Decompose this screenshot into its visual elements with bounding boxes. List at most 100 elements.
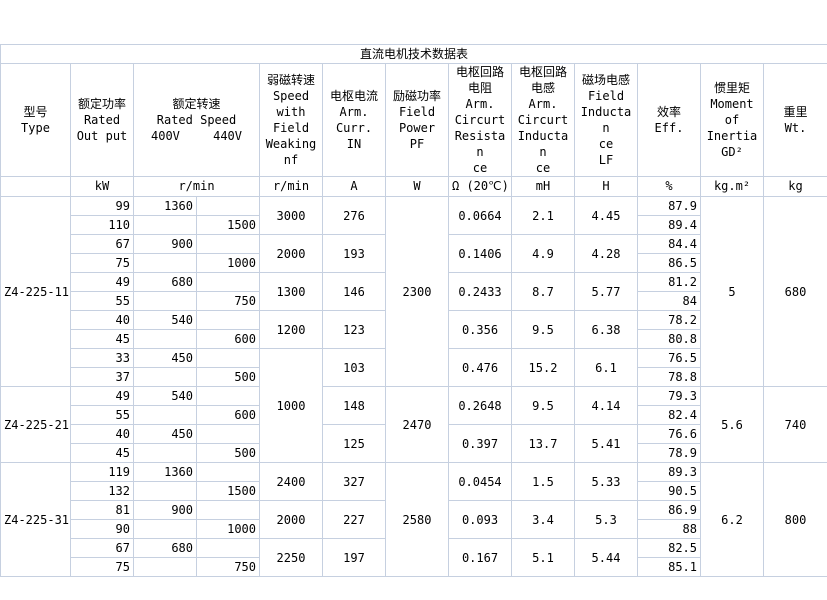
cell-speed-440 — [196, 424, 260, 444]
cell-speed-400: 450 — [133, 348, 197, 368]
table-row: 110 1500 89.4 — [1, 215, 827, 235]
cell-output: 33 — [70, 348, 134, 368]
cell-speed-400: 900 — [133, 234, 197, 254]
header-rated-speed: 额定转速 Rated Speed 400V 440V — [133, 63, 260, 177]
header-line: Arm. — [465, 97, 495, 111]
cell-res: 0.397 — [448, 424, 512, 463]
header-line: 惯里矩 — [713, 81, 750, 95]
cell-weak: 1000 — [259, 348, 323, 463]
cell-find: 4.45 — [574, 196, 638, 235]
cell-output: 67 — [70, 538, 134, 558]
cell-inertia: 5.6 — [700, 386, 764, 463]
cell-eff: 79.3 — [637, 386, 701, 406]
cell-speed-400 — [133, 329, 197, 349]
header-line: 磁场电感 — [581, 73, 630, 87]
header-line: 额定功率 — [77, 97, 126, 111]
cell-speed-440 — [196, 234, 260, 254]
table-row: 55 600 82.4 — [1, 405, 827, 425]
header-arm-resistance: 电枢回路 电阻 Arm. Circurt Resistan ce — [448, 63, 512, 177]
header-line: 电枢电流 — [329, 89, 378, 103]
cell-eff: 82.5 — [637, 538, 701, 558]
cell-ind: 8.7 — [511, 272, 575, 311]
cell-speed-440: 600 — [196, 405, 260, 425]
header-line: Field — [272, 121, 310, 135]
cell-output: 99 — [70, 196, 134, 216]
header-output: 额定功率 Rated Out put — [70, 63, 134, 177]
cell-output: 49 — [70, 272, 134, 292]
cell-curr: 276 — [322, 196, 386, 235]
cell-output: 90 — [70, 519, 134, 539]
cell-res: 0.167 — [448, 538, 512, 577]
cell-output: 110 — [70, 215, 134, 235]
cell-res: 0.2648 — [448, 386, 512, 425]
cell-speed-400: 1360 — [133, 462, 197, 482]
cell-find: 5.3 — [574, 500, 638, 539]
cell-weak: 2250 — [259, 538, 323, 577]
cell-speed-440: 600 — [196, 329, 260, 349]
cell-output: 55 — [70, 405, 134, 425]
table-title: 直流电机技术数据表 — [0, 44, 827, 64]
cell-output: 75 — [70, 557, 134, 577]
unit-speed: r/min — [133, 176, 260, 197]
cell-find: 4.14 — [574, 386, 638, 425]
motor-data-table: 直流电机技术数据表 型号 Type 额定功率 Rated Out put 额定转速 Ra… — [0, 44, 827, 577]
cell-speed-440 — [196, 348, 260, 368]
header-line: Circurt — [454, 113, 506, 127]
cell-speed-400: 900 — [133, 500, 197, 520]
header-line: 额定转速 — [172, 97, 221, 111]
cell-eff: 86.9 — [637, 500, 701, 520]
table-row: 40 540 1200 123 0.356 9.5 6.38 78.2 — [1, 310, 827, 349]
table-row: Z4-225-21 49 540 148 2470 0.2648 9.5 4.14 79.3 5.… — [0, 386, 827, 463]
cell-eff: 87.9 — [637, 196, 701, 216]
cell-res: 0.093 — [448, 500, 512, 539]
cell-speed-400 — [133, 291, 197, 311]
cell-speed-400: 680 — [133, 538, 197, 558]
cell-res: 0.1406 — [448, 234, 512, 273]
cell-speed-400 — [133, 557, 197, 577]
unit-output: kW — [70, 176, 134, 197]
cell-eff: 78.8 — [637, 367, 701, 387]
header-line: 重里 — [783, 105, 808, 119]
cell-curr: 125 — [322, 424, 386, 463]
cell-curr: 197 — [322, 538, 386, 577]
cell-eff: 76.6 — [637, 424, 701, 444]
cell-inertia: 5 — [700, 196, 764, 387]
header-line: LF — [598, 153, 614, 167]
header-line: Curr. — [335, 121, 373, 135]
cell-output: 49 — [70, 386, 134, 406]
cell-ind: 3.4 — [511, 500, 575, 539]
cell-output: 40 — [70, 310, 134, 330]
cell-speed-440 — [196, 500, 260, 520]
cell-output: 132 — [70, 481, 134, 501]
cell-speed-440 — [196, 462, 260, 482]
header-speed-400v: 400V — [151, 129, 180, 143]
cell-speed-400 — [133, 253, 197, 273]
unit-weak-speed: r/min — [259, 176, 323, 197]
cell-eff: 89.3 — [637, 462, 701, 482]
cell-res: 0.0454 — [448, 462, 512, 501]
cell-speed-400: 1360 — [133, 196, 197, 216]
unit-field-power: W — [385, 176, 449, 197]
header-line: Resistan — [454, 129, 506, 159]
cell-eff: 80.8 — [637, 329, 701, 349]
cell-speed-440: 750 — [196, 291, 260, 311]
cell-ind: 9.5 — [511, 386, 575, 425]
cell-ind: 15.2 — [511, 348, 575, 387]
cell-curr: 148 — [322, 386, 386, 425]
cell-curr: 103 — [322, 348, 386, 387]
cell-speed-440: 500 — [196, 367, 260, 387]
unit-field-inductance: H — [574, 176, 638, 197]
cell-ind: 1.5 — [511, 462, 575, 501]
cell-res: 0.0664 — [448, 196, 512, 235]
cell-weak: 1200 — [259, 310, 323, 349]
header-line: ce — [535, 161, 551, 175]
header-line: nf — [283, 153, 299, 167]
cell-weak: 2000 — [259, 234, 323, 273]
cell-eff: 78.2 — [637, 310, 701, 330]
cell-speed-440: 1500 — [196, 481, 260, 501]
cell-fp: 2470 — [385, 386, 449, 463]
unit-current: A — [322, 176, 386, 197]
cell-speed-440: 1500 — [196, 215, 260, 235]
cell-curr: 227 — [322, 500, 386, 539]
table-row: 40 450 125 0.397 13.7 5.41 76.6 — [1, 424, 827, 463]
